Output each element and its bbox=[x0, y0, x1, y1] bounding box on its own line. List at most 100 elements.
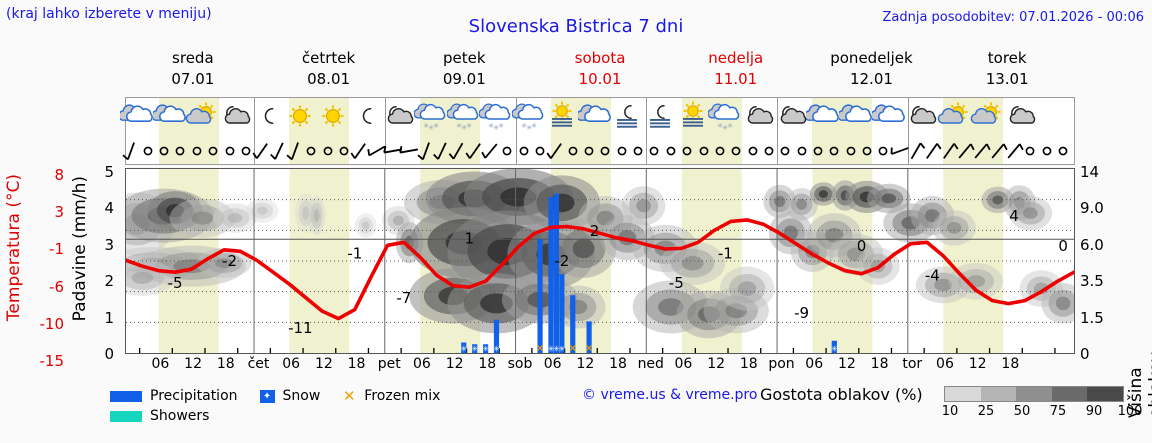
wind-barb-4 bbox=[184, 138, 210, 162]
x-tick-label-23: tor bbox=[902, 356, 923, 372]
cloudy-icon bbox=[804, 99, 840, 135]
x-tick-label-0: 06 bbox=[151, 356, 170, 372]
density-swatch-1 bbox=[980, 387, 1017, 401]
x-tick-label-5: 12 bbox=[314, 356, 333, 372]
temperature-label-8: -5 bbox=[669, 274, 684, 292]
density-swatch-2 bbox=[1016, 387, 1052, 401]
day-name: sreda bbox=[172, 49, 214, 67]
day-name: ponedeljek bbox=[830, 49, 913, 67]
density-swatch-3 bbox=[1051, 387, 1088, 401]
precipitation-bar-5 bbox=[548, 197, 554, 353]
temperature-label-5: 1 bbox=[464, 229, 474, 247]
svg-text:✳: ✳ bbox=[521, 122, 527, 130]
wind-barb-57 bbox=[1050, 138, 1076, 162]
wind-barb-40 bbox=[772, 138, 798, 162]
x-tick-label-17: 12 bbox=[707, 356, 726, 372]
wind-barb-18 bbox=[413, 138, 439, 162]
cloud-density-ticks: 10 25 50 75 90 100 bbox=[938, 404, 1143, 422]
cloud-blob-51 bbox=[1008, 195, 1053, 231]
moon-fog-icon bbox=[610, 99, 644, 135]
x-tick-label-4: 06 bbox=[282, 356, 301, 372]
wind-barb-43 bbox=[821, 138, 847, 162]
wind-barb-27 bbox=[560, 138, 586, 162]
snow-marker-3: ✳ bbox=[493, 345, 500, 354]
day-name: petek bbox=[443, 49, 486, 67]
day-header-5: ponedeljek 12.01 bbox=[804, 48, 940, 94]
legend-label-frozen-mix: Frozen mix bbox=[364, 388, 441, 404]
temperature-label-13: 4 bbox=[1009, 207, 1019, 225]
wind-barb-12 bbox=[315, 138, 341, 162]
wind-barb-28 bbox=[576, 138, 602, 162]
wind-barb-39 bbox=[756, 138, 782, 162]
temperature-label-2: -11 bbox=[288, 319, 313, 337]
cloud-blob-48 bbox=[948, 262, 1004, 300]
day-header-0: sreda 07.01 bbox=[125, 48, 261, 94]
day-header-1: četrtek 08.01 bbox=[261, 48, 397, 94]
frozen-mix-marker-9: ✕ bbox=[584, 342, 593, 353]
precipitation-bar-2 bbox=[482, 344, 489, 353]
wind-barb-0 bbox=[118, 138, 144, 162]
cloud-blob-46 bbox=[932, 210, 976, 246]
x-tick-label-7: pet bbox=[377, 356, 401, 372]
moon-cloud-icon bbox=[741, 99, 775, 135]
cloud-blob-15 bbox=[523, 175, 600, 231]
day-date: 13.01 bbox=[985, 70, 1029, 88]
svg-text:✳: ✳ bbox=[461, 124, 467, 132]
wind-barb-49 bbox=[919, 138, 945, 162]
precipitation-bar-3 bbox=[493, 319, 500, 353]
cloud-blob-26 bbox=[621, 186, 666, 226]
legend: Precipitation ✦ Snow ✕ Frozen mix Shower… bbox=[110, 386, 580, 426]
precipitation-bars bbox=[461, 193, 837, 353]
svg-text:✳: ✳ bbox=[526, 124, 532, 132]
precipitation-bar-7 bbox=[559, 274, 565, 353]
precipitation-bar-9 bbox=[586, 321, 592, 353]
cloud-blob-24 bbox=[578, 195, 633, 241]
x-tick-label-21: 12 bbox=[837, 356, 856, 372]
day-header-2: petek 09.01 bbox=[396, 48, 532, 94]
density-tick-3: 75 bbox=[1049, 404, 1067, 419]
wind-barb-32 bbox=[641, 138, 667, 162]
wind-barb-51 bbox=[952, 138, 978, 162]
wind-barb-9 bbox=[266, 138, 292, 162]
snow-marker-1: ✳ bbox=[471, 345, 478, 354]
wind-barb-48 bbox=[903, 138, 929, 162]
last-updated: Zadnja posodobitev: 07.01.2026 - 00:06 bbox=[882, 10, 1144, 25]
sunny-cloud-icon bbox=[970, 99, 1004, 135]
legend-item-showers: Showers bbox=[110, 408, 209, 424]
cloud-blob-49 bbox=[981, 186, 1015, 214]
snow-marker-10: ✳ bbox=[831, 345, 838, 354]
wind-barb-25 bbox=[527, 138, 553, 162]
temperature-label-6: -2 bbox=[554, 252, 569, 270]
x-tick-label-16: 06 bbox=[674, 356, 693, 372]
wind-barb-7 bbox=[233, 138, 259, 162]
wind-barb-56 bbox=[1034, 138, 1060, 162]
x-tick-label-12: 06 bbox=[543, 356, 562, 372]
svg-text:✳: ✳ bbox=[717, 122, 723, 130]
frozen-mix-marker-4: ✕ bbox=[535, 342, 544, 353]
snow-cloud-icon: ✳ ✳ ✳ bbox=[413, 99, 448, 135]
temperature-tick-1: 3 bbox=[54, 203, 64, 222]
wind-barb-30 bbox=[609, 138, 635, 162]
snow-cloud-icon: ✳ ✳ ✳ bbox=[707, 99, 742, 135]
wind-barb-46 bbox=[870, 138, 896, 162]
location-menu-note: (kraj lahko izberete v meniju) bbox=[6, 6, 212, 22]
precipitation-tick-4: 1 bbox=[104, 308, 114, 327]
wind-barb-54 bbox=[1001, 138, 1027, 162]
cloud-height-tick-2: 6.0 bbox=[1080, 235, 1104, 254]
x-axis-ticks: 06 12 18 čet 06 12 18 pet 06 12 18 sob 06 12 18 ned 06 12… bbox=[125, 356, 1075, 376]
wind-barb-33 bbox=[658, 138, 684, 162]
temperature-label-3: -1 bbox=[347, 244, 362, 262]
wind-barb-21 bbox=[462, 138, 488, 162]
wind-barb-41 bbox=[789, 138, 815, 162]
cloud-blob-33 bbox=[763, 184, 797, 219]
day-divider-4 bbox=[646, 98, 648, 164]
day-divider-5 bbox=[777, 98, 779, 164]
svg-text:✳: ✳ bbox=[494, 124, 500, 132]
temperature-label-9: -1 bbox=[718, 244, 733, 262]
wind-barb-20 bbox=[445, 138, 471, 162]
x-tick-label-11: sob bbox=[507, 356, 533, 372]
credit-link[interactable]: © vreme.us & vreme.pro bbox=[582, 387, 758, 403]
sun-fog-icon bbox=[676, 99, 710, 135]
legend-item-snow: ✦ Snow bbox=[259, 388, 320, 404]
wind-barb-1 bbox=[135, 138, 161, 162]
